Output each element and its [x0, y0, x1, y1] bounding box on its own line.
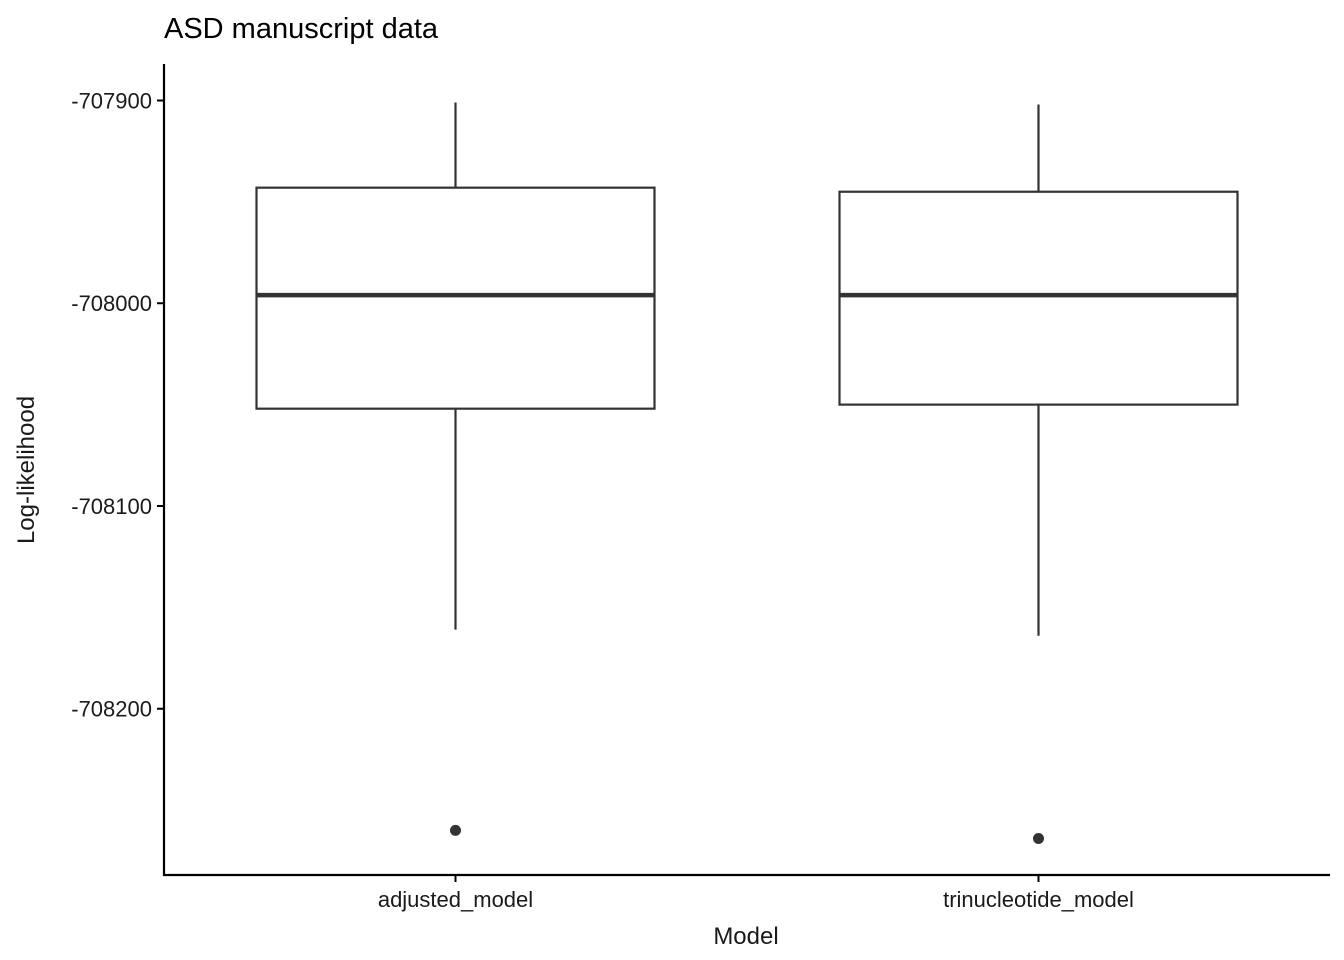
iqr-box [838, 190, 1239, 406]
y-ticks-layer: -707900 -708000 -708100 -708200 [71, 88, 164, 722]
y-tick-label: -708100 [71, 494, 152, 519]
y-axis-title: Log-likelihood [13, 396, 40, 544]
outlier-point [450, 824, 461, 836]
x-tick-label: adjusted_model [378, 887, 533, 912]
x-axis-title: Model [713, 923, 778, 950]
x-tick-label: trinucleotide_model [943, 887, 1134, 912]
y-tick-label: -708000 [71, 291, 152, 316]
box-trinucleotide_model [838, 104, 1239, 845]
boxes-layer [255, 102, 1239, 845]
y-tick-label: -708200 [71, 697, 152, 722]
outlier-point [1033, 833, 1044, 845]
box-adjusted_model [255, 102, 656, 836]
y-tick-label: -707900 [71, 88, 152, 113]
x-ticks-layer: adjusted_model trinucleotide_model [378, 875, 1134, 912]
iqr-box [255, 186, 656, 410]
chart-title: ASD manuscript data [164, 13, 439, 45]
